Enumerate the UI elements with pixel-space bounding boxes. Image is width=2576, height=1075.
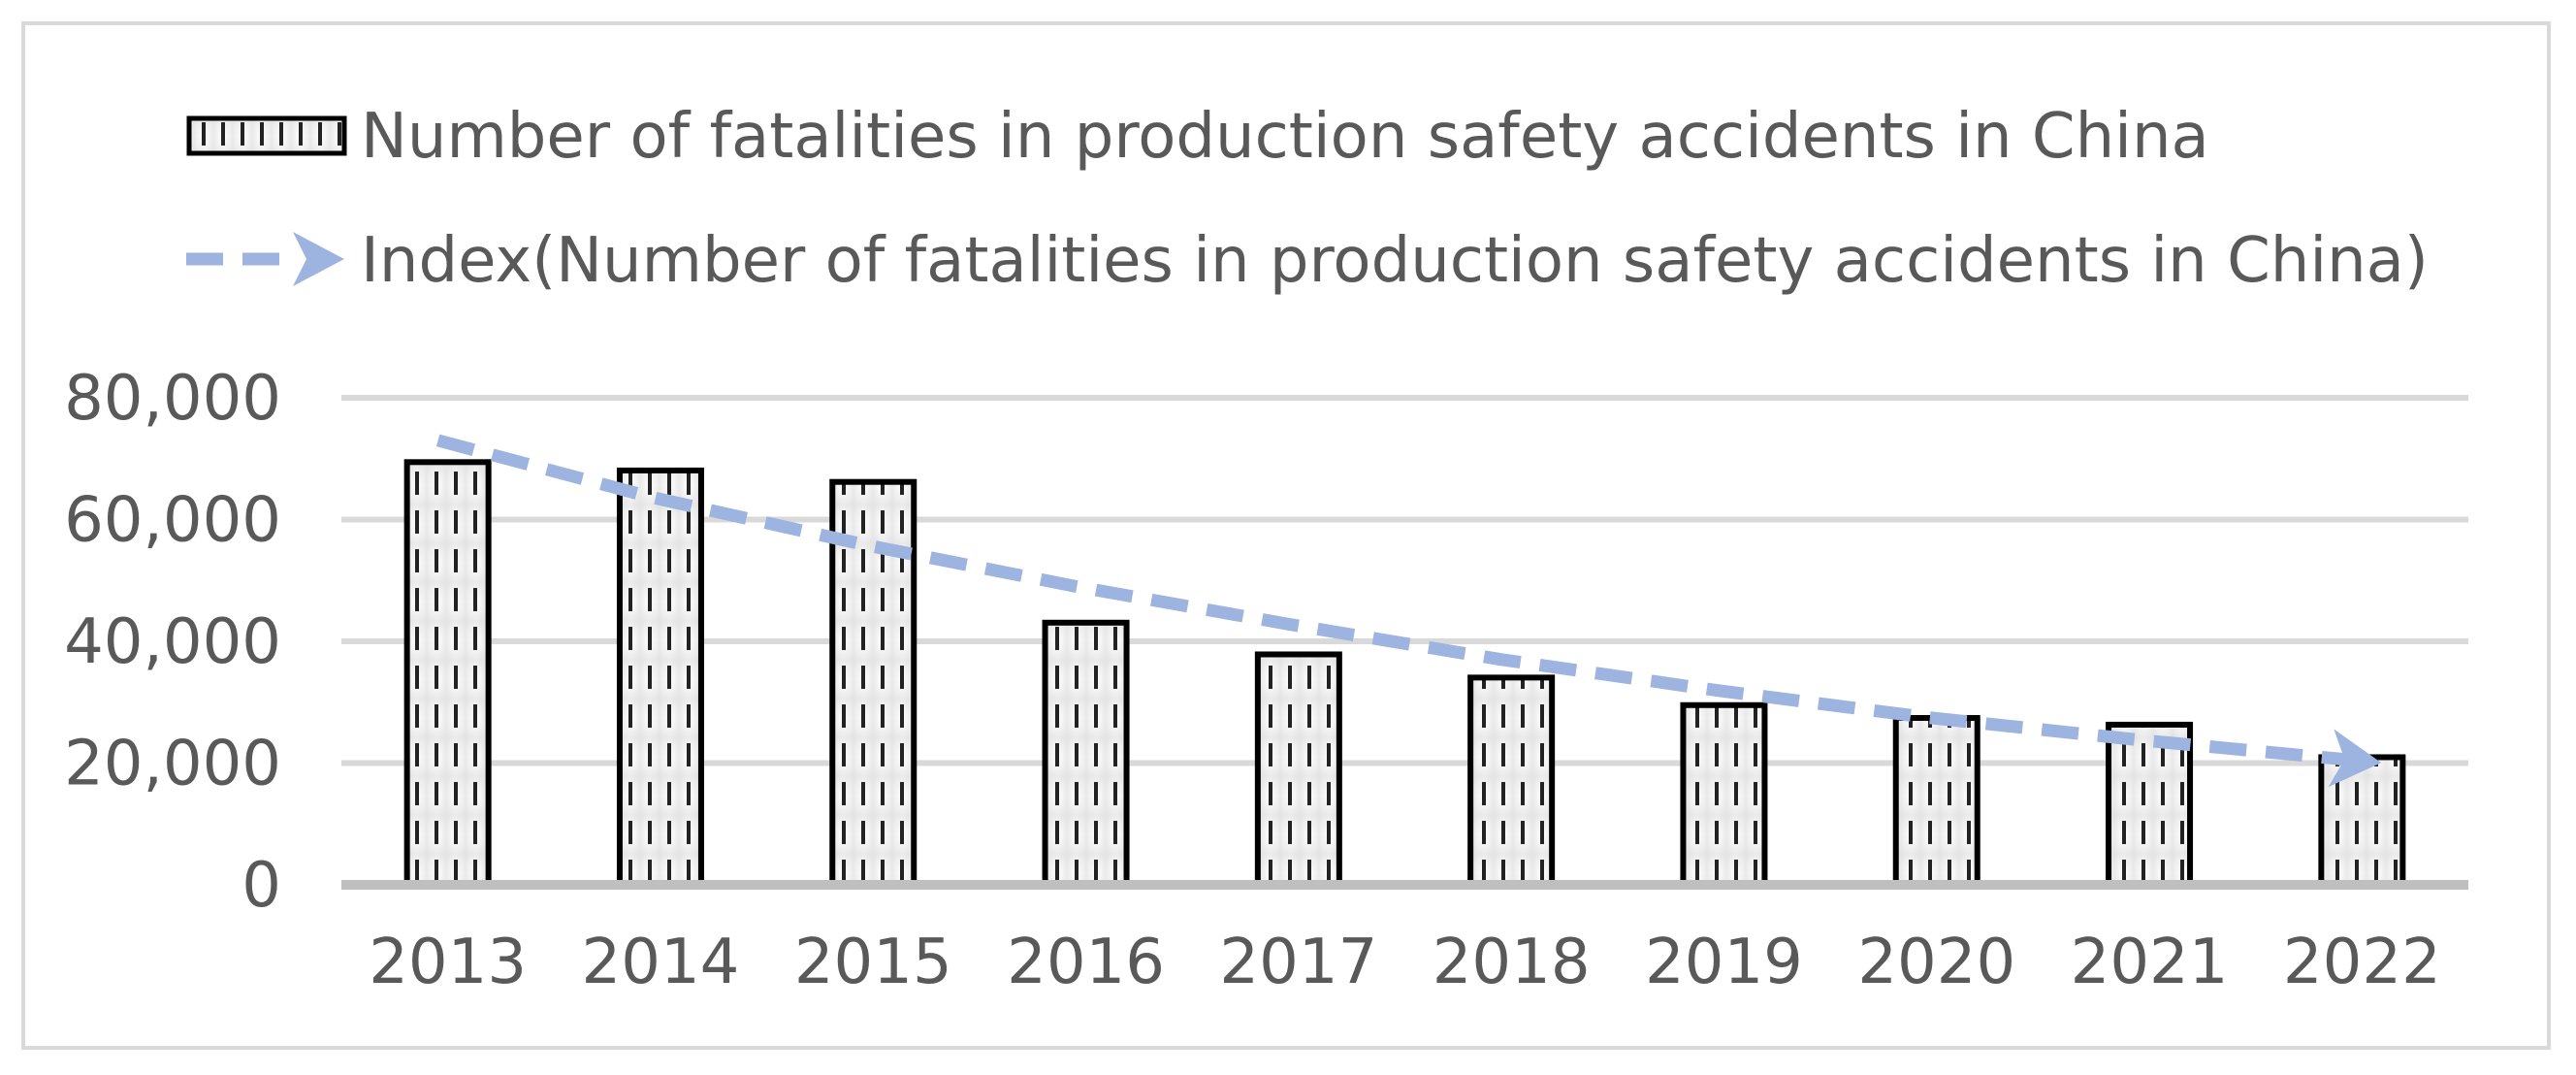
y-tick-label: 40,000 [64, 606, 281, 678]
y-tick-label: 80,000 [64, 363, 281, 435]
trendline-arrow-icon [2328, 729, 2382, 788]
x-tick-label: 2019 [1645, 927, 1803, 998]
x-tick-label: 2016 [1007, 927, 1165, 998]
x-tick-label: 2022 [2283, 927, 2441, 998]
bar-2019[interactable] [1680, 701, 1768, 888]
x-tick-label: 2014 [582, 927, 740, 998]
bar-2013[interactable] [403, 459, 492, 888]
y-tick-label: 0 [242, 850, 281, 922]
x-tick-label: 2017 [1219, 927, 1377, 998]
x-tick-label: 2018 [1433, 927, 1591, 998]
legend: Number of fatalities in production safet… [186, 101, 2429, 297]
x-tick-label: 2021 [2071, 927, 2229, 998]
y-tick-label: 60,000 [64, 485, 281, 557]
bar-2022[interactable] [2318, 754, 2406, 888]
legend-label-trend: Index(Number of fatalities in production… [361, 225, 2429, 297]
trendline-path [435, 434, 2353, 766]
legend-label-bars: Number of fatalities in production safet… [361, 101, 2209, 173]
legend-item-bars[interactable]: Number of fatalities in production safet… [186, 101, 2209, 173]
bar-2018[interactable] [1467, 674, 1556, 888]
legend-bar-swatch [186, 115, 347, 156]
bar-2014[interactable] [616, 467, 704, 888]
y-axis-labels: 0 20,000 40,000 60,000 80,000 [64, 363, 281, 922]
trendline [435, 434, 2382, 788]
y-tick-label: 20,000 [64, 729, 281, 800]
x-tick-label: 2013 [369, 927, 527, 998]
legend-trend-arrow-icon [293, 232, 344, 286]
x-tick-label: 2015 [794, 927, 952, 998]
x-axis-labels: 2013 2014 2015 2016 2017 2018 2019 2020 2021 2022 [369, 927, 2441, 998]
bar-2017[interactable] [1254, 651, 1342, 888]
legend-item-trend[interactable]: Index(Number of fatalities in production… [186, 225, 2429, 297]
x-tick-label: 2020 [1857, 927, 2015, 998]
bars [403, 459, 2406, 889]
bar-2016[interactable] [1042, 619, 1130, 888]
bar-2020[interactable] [1892, 714, 1980, 888]
